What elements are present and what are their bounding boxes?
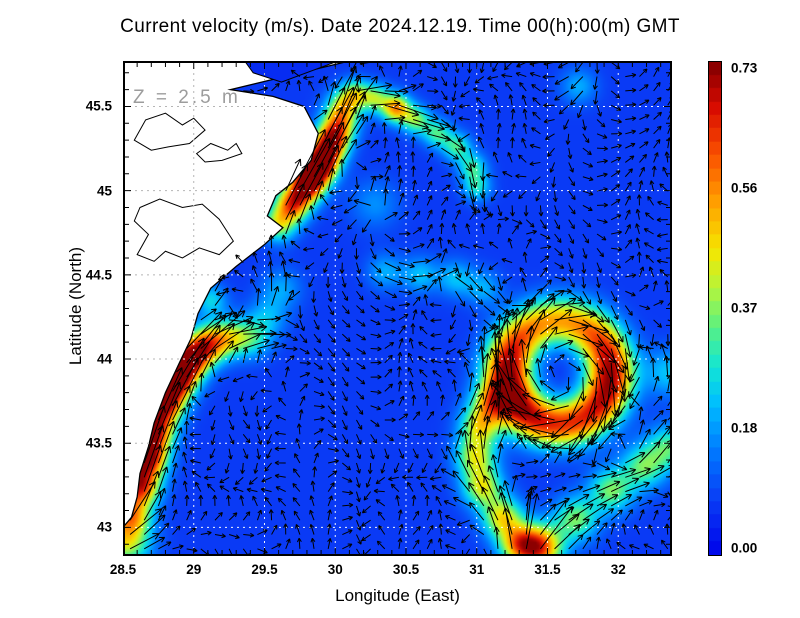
y-tick-label: 45 xyxy=(96,183,112,199)
y-tick-label: 43.5 xyxy=(85,435,112,451)
x-tick-label: 29.5 xyxy=(251,562,278,577)
colorbar-tick-label: 0.00 xyxy=(731,540,758,556)
colorbar-gradient xyxy=(709,62,721,555)
x-tick-label: 28.5 xyxy=(109,562,137,577)
figure-title: Current velocity (m/s). Date 2024.12.19.… xyxy=(120,16,680,37)
x-tick-label: 30.5 xyxy=(392,562,420,577)
colorbar-tick-label: 0.56 xyxy=(731,180,758,196)
map-plot: Z = 2.5 m xyxy=(123,61,672,556)
colorbar-tick-label: 0.37 xyxy=(731,300,758,316)
depth-annotation: Z = 2.5 m xyxy=(133,87,241,108)
x-tick-label: 30 xyxy=(327,562,343,577)
colorbar xyxy=(708,61,722,556)
y-tick-label: 45.5 xyxy=(85,98,112,114)
x-tick-label: 32 xyxy=(610,562,626,577)
y-tick-label: 44.5 xyxy=(85,267,112,283)
y-tick-label: 44 xyxy=(96,351,112,367)
colorbar-tick-label: 0.18 xyxy=(731,420,758,436)
x-tick-label: 31 xyxy=(469,562,485,577)
y-tick-label: 43 xyxy=(96,519,112,535)
x-axis-label: Longitude (East) xyxy=(335,586,460,605)
x-tick-label: 29 xyxy=(186,562,202,577)
x-tick-label: 31.5 xyxy=(534,562,561,577)
colorbar-tick-label: 0.73 xyxy=(731,60,758,76)
map-canvas xyxy=(123,61,672,556)
